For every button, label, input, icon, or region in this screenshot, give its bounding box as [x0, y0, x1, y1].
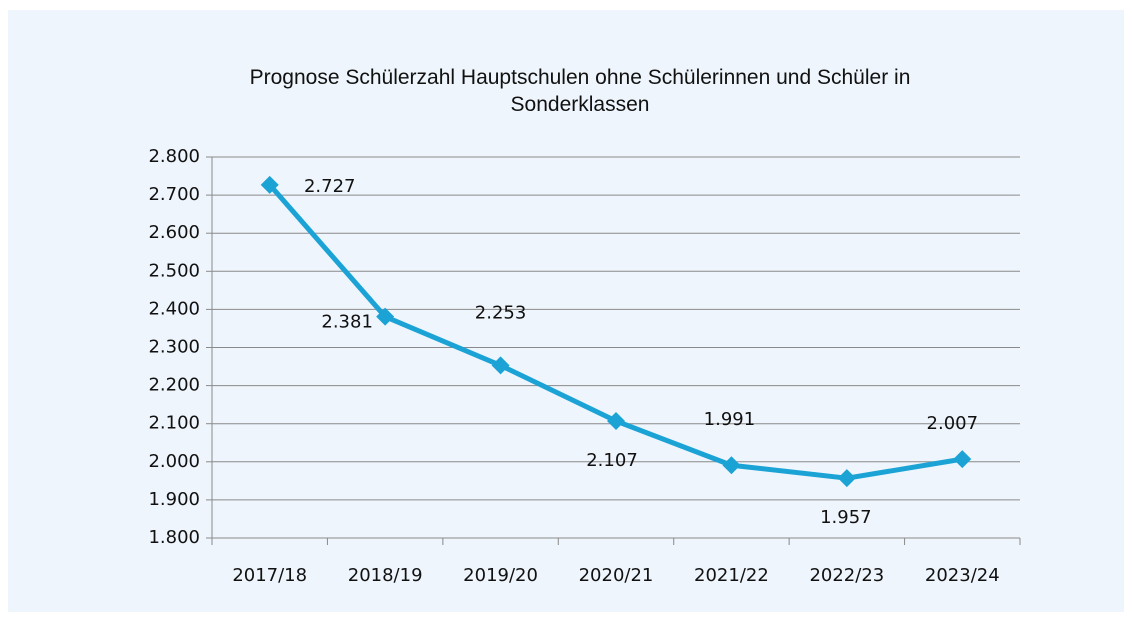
data-label: 2.007 [927, 413, 979, 434]
y-tick-label: 1.900 [148, 489, 200, 510]
x-tick-label: 2023/24 [925, 565, 1000, 586]
data-point [837, 469, 856, 488]
chart-title: Prognose Schülerzahl Hauptschulen ohne S… [249, 66, 911, 116]
y-tick-label: 2.800 [148, 146, 200, 167]
data-label: 1.957 [820, 507, 872, 528]
x-tick-label: 2022/23 [809, 565, 884, 586]
data-point [491, 356, 510, 375]
y-tick-label: 2.200 [148, 375, 200, 396]
data-label: 2.727 [304, 176, 356, 197]
data-point [376, 307, 395, 326]
data-point [607, 412, 625, 431]
y-tick-label: 2.000 [148, 451, 200, 472]
chart-background [8, 10, 1124, 612]
y-tick-label: 1.800 [148, 527, 200, 548]
data-label: 2.253 [475, 302, 527, 323]
y-tick-label: 2.300 [148, 337, 200, 358]
data-point [260, 175, 279, 194]
x-tick-label: 2020/21 [579, 565, 654, 586]
y-tick-label: 2.600 [148, 222, 200, 243]
y-tick-label: 2.700 [148, 184, 200, 205]
data-label: 2.107 [586, 450, 638, 471]
data-label: 2.381 [321, 312, 373, 333]
y-tick-label: 2.400 [148, 298, 200, 319]
data-point [953, 450, 972, 469]
data-point [722, 456, 741, 475]
data-label: 1.991 [704, 409, 756, 430]
x-tick-label: 2019/20 [463, 565, 538, 586]
x-tick-label: 2021/22 [694, 565, 769, 586]
x-tick-label: 2018/19 [348, 565, 423, 586]
y-tick-label: 2.100 [148, 413, 200, 434]
x-tick-label: 2017/18 [232, 565, 307, 586]
y-tick-label: 2.500 [148, 260, 200, 281]
